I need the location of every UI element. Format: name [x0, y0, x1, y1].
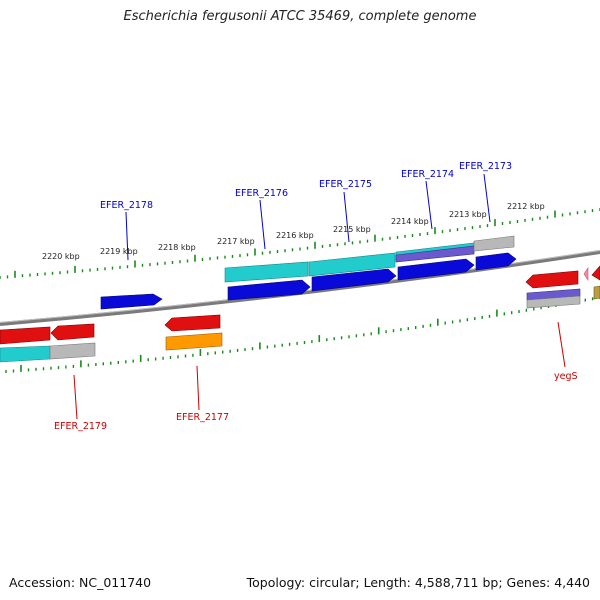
- gene-label-efer-2176[interactable]: EFER_2176: [235, 188, 288, 199]
- cds-efer-2175[interactable]: [311, 268, 397, 292]
- cds-efer-2179-red-a[interactable]: [0, 326, 51, 345]
- cds-efer-2179-red-b[interactable]: [50, 323, 95, 341]
- cds-efer-2174[interactable]: [397, 258, 475, 281]
- gene-label-efer-2177[interactable]: EFER_2177: [176, 412, 229, 423]
- cds-yegs-red[interactable]: [525, 270, 579, 289]
- scale-ticks-bottom: [5, 296, 600, 373]
- scale-label: 2213 kbp: [449, 210, 487, 219]
- scale-label: 2217 kbp: [217, 237, 255, 246]
- gene-label-efer-2179[interactable]: EFER_2179: [54, 421, 107, 432]
- scale-label: 2220 kbp: [42, 252, 80, 261]
- scale-label: 2212 kbp: [507, 202, 545, 211]
- cds-efer-2173-grey[interactable]: [473, 235, 515, 252]
- topology-text: Topology: circular; Length: 4,588,711 bp…: [246, 575, 590, 590]
- cds-edge-red[interactable]: [591, 265, 600, 281]
- scale-labels: 2220 kbp 2219 kbp 2218 kbp 2217 kbp 2216…: [42, 202, 545, 261]
- cds-efer-2177-orange[interactable]: [165, 332, 223, 351]
- cds-edge-pink[interactable]: [583, 267, 589, 281]
- scale-label: 2214 kbp: [391, 217, 429, 226]
- cds-efer-2177-red[interactable]: [164, 314, 221, 332]
- scale-label: 2215 kbp: [333, 225, 371, 234]
- cds-efer-2179-grey[interactable]: [49, 342, 96, 360]
- cds-edge-olive[interactable]: [593, 285, 600, 300]
- gene-label-efer-2174[interactable]: EFER_2174: [401, 169, 454, 180]
- gene-label-efer-2173[interactable]: EFER_2173: [459, 161, 512, 172]
- gene-label-efer-2175[interactable]: EFER_2175: [319, 179, 372, 190]
- cds-efer-2179-cyan[interactable]: [0, 345, 51, 363]
- scale-label: 2219 kbp: [100, 247, 138, 256]
- accession-text: Accession: NC_011740: [9, 575, 152, 590]
- cds-yegs-grey[interactable]: [526, 295, 581, 309]
- scale-ticks-top: [0, 208, 600, 279]
- genome-title: Escherichia fergusonii ATCC 35469, compl…: [123, 9, 477, 24]
- cds-efer-2173[interactable]: [475, 252, 517, 271]
- gene-label-efer-2178[interactable]: EFER_2178: [100, 200, 153, 211]
- cds-efer-2178[interactable]: [100, 293, 163, 310]
- gene-label-yegs[interactable]: yegS: [554, 371, 578, 382]
- gene-labels-top: EFER_2178 EFER_2176 EFER_2175 EFER_2174 …: [100, 161, 512, 211]
- cds-efer-2175-cyan[interactable]: [308, 252, 396, 277]
- forward-strand-genes: [100, 235, 517, 310]
- cds-efer-2176-cyan[interactable]: [224, 261, 309, 283]
- label-leader-lines: [73, 173, 566, 420]
- scale-label: 2216 kbp: [276, 231, 314, 240]
- scale-label: 2218 kbp: [158, 243, 196, 252]
- reverse-strand-genes: [0, 265, 600, 363]
- gene-labels-bottom: EFER_2179 EFER_2177 yegS: [54, 371, 578, 432]
- cds-efer-2176[interactable]: [227, 279, 311, 301]
- cds-efer-2174-purple[interactable]: [395, 245, 475, 263]
